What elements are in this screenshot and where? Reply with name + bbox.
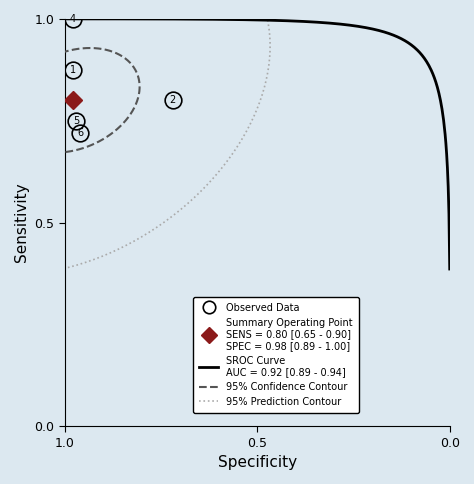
Text: 4: 4 [70,14,76,24]
Y-axis label: Sensitivity: Sensitivity [14,182,29,262]
Text: 2: 2 [170,95,176,106]
Text: 6: 6 [77,128,83,138]
Text: 1: 1 [70,65,76,75]
Text: 5: 5 [73,116,80,126]
Legend: Observed Data, Summary Operating Point
SENS = 0.80 [0.65 - 0.90]
SPEC = 0.98 [0.: Observed Data, Summary Operating Point S… [193,297,358,413]
X-axis label: Specificity: Specificity [218,455,297,470]
